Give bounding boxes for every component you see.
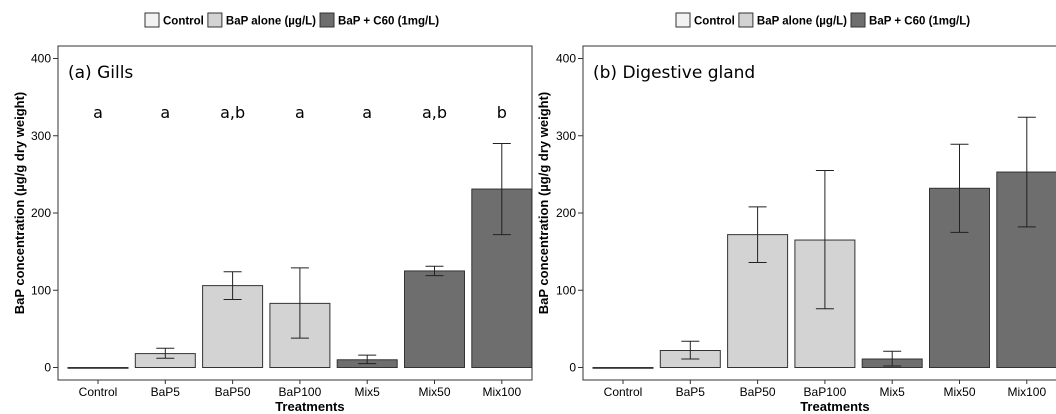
- legend-label: Control: [163, 16, 204, 28]
- x-tick-label: Mix50: [418, 385, 450, 399]
- y-tick-label: 100: [31, 283, 51, 297]
- legend-swatch: [207, 12, 223, 28]
- bar: [404, 270, 465, 368]
- significance-letter: a,b: [422, 103, 447, 122]
- x-tick-label: BaP50: [215, 385, 251, 399]
- legend-label: BaP alone (µg/L): [757, 16, 847, 28]
- legend-swatch: [319, 12, 335, 28]
- y-tick-label: 300: [556, 129, 576, 143]
- x-tick-label: BaP5: [151, 385, 181, 399]
- legend-label: Control: [694, 16, 735, 28]
- legend: Control BaP alone (µg/L) BaP + C60 (1mg/L): [675, 12, 970, 28]
- x-tick-label: Control: [79, 385, 118, 399]
- legend-swatch: [850, 12, 866, 28]
- x-tick-label: Mix5: [880, 385, 906, 399]
- legend-label: BaP alone (µg/L): [226, 16, 316, 28]
- bar: [67, 367, 129, 369]
- legend-swatch: [144, 12, 160, 28]
- significance-letter: a: [160, 103, 170, 122]
- x-tick-label: Control: [604, 385, 643, 399]
- panel-title: (a) Gills: [68, 63, 133, 83]
- significance-letter: a,b: [220, 103, 245, 122]
- x-tick-label: Mix100: [482, 385, 521, 399]
- x-tick-label: Mix5: [355, 385, 381, 399]
- legend-swatch: [738, 12, 754, 28]
- y-axis-title: BaP concentration (µg/g dry weight): [12, 92, 27, 315]
- y-axis-title: BaP concentration (µg/g dry weight): [536, 92, 551, 315]
- x-axis-title: Treatments: [800, 399, 869, 414]
- significance-letter: a: [295, 103, 305, 122]
- significance-letter: b: [497, 103, 507, 122]
- legend: Control BaP alone (µg/L) BaP + C60 (1mg/L): [144, 12, 439, 28]
- y-tick-label: 300: [31, 129, 51, 143]
- legend-label: BaP + C60 (1mg/L): [869, 16, 970, 28]
- y-tick-label: 200: [556, 206, 576, 220]
- x-tick-label: BaP100: [804, 385, 847, 399]
- y-tick-label: 0: [569, 361, 576, 375]
- legend-label: BaP + C60 (1mg/L): [338, 16, 439, 28]
- legend-swatch: [675, 12, 691, 28]
- x-tick-label: BaP50: [740, 385, 776, 399]
- y-tick-label: 200: [31, 206, 51, 220]
- x-tick-label: BaP100: [279, 385, 322, 399]
- x-tick-label: BaP5: [676, 385, 706, 399]
- y-tick-label: 400: [31, 52, 51, 66]
- y-tick-label: 400: [556, 52, 576, 66]
- y-tick-label: 0: [44, 361, 51, 375]
- significance-letter: a: [93, 103, 103, 122]
- y-tick-label: 100: [556, 283, 576, 297]
- panel-digestive-gland: Control BaP alone (µg/L) BaP + C60 (1mg/L)…: [536, 12, 1056, 414]
- panel-gills: Control BaP alone (µg/L) BaP + C60 (1mg/L)…: [12, 12, 533, 414]
- x-axis-title: Treatments: [275, 399, 344, 414]
- bar: [592, 367, 654, 369]
- significance-letter: a: [362, 103, 372, 122]
- x-tick-label: Mix50: [943, 385, 975, 399]
- x-tick-label: Mix100: [1007, 385, 1046, 399]
- panel-title: (b) Digestive gland: [593, 63, 755, 83]
